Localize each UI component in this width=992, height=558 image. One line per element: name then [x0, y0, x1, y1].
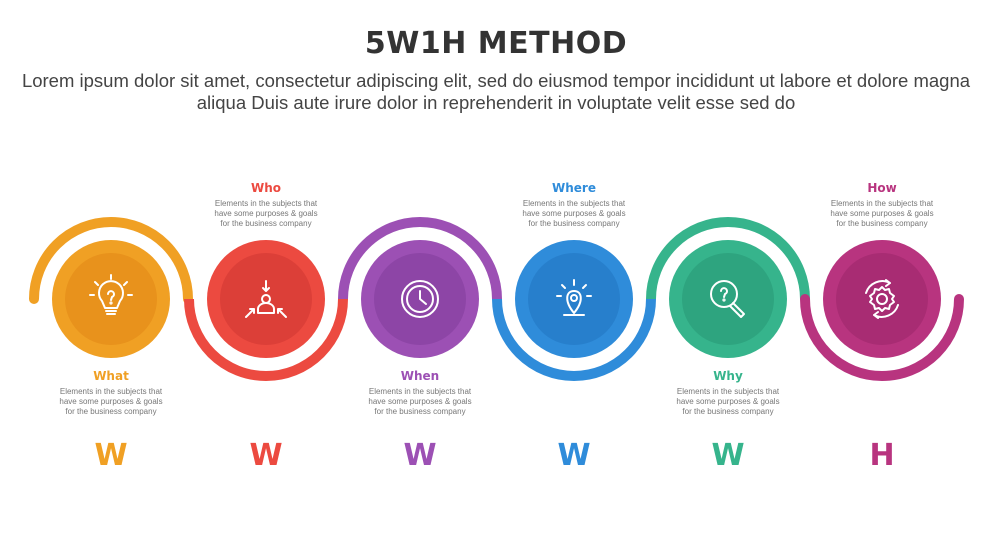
- clock-icon: [401, 280, 439, 318]
- magnifier-question-icon: [710, 280, 745, 318]
- lightbulb-question-icon: [89, 274, 133, 315]
- step-letter: W: [711, 438, 745, 473]
- wave-segment-what: [29, 217, 193, 304]
- step-description: Elements in the subjects that have some …: [522, 199, 626, 228]
- step-title: What: [93, 369, 129, 383]
- step-label-when: When Elements in the subjects that have s…: [350, 369, 490, 417]
- step-label-what: What Elements in the subjects that have s…: [41, 369, 181, 417]
- step-title: Why: [713, 369, 743, 383]
- step-label-where: Where Elements in the subjects that have …: [504, 181, 644, 229]
- step-label-why: Why Elements in the subjects that have so…: [658, 369, 798, 417]
- step-title: How: [867, 181, 897, 195]
- wave-segment-how: [800, 294, 964, 381]
- step-title: Where: [552, 181, 596, 195]
- page-title: 5W1H METHOD: [364, 26, 628, 61]
- location-pin-icon: [556, 279, 592, 316]
- step-label-who: Who Elements in the subjects that have so…: [196, 181, 336, 229]
- step-title: Who: [250, 181, 282, 195]
- step-title: When: [400, 369, 440, 383]
- step-letter: W: [94, 438, 128, 473]
- step-circle-who: [207, 240, 325, 358]
- person-arrows-icon: [245, 280, 287, 318]
- step-circle-why: [669, 240, 787, 358]
- wave-segment-who: [184, 298, 348, 381]
- wave-segment-why: [646, 217, 810, 300]
- step-letter: H: [869, 438, 895, 473]
- step-letter: W: [403, 438, 437, 473]
- step-description: Elements in the subjects that have some …: [676, 387, 780, 416]
- gear-cycle-icon: [865, 279, 899, 319]
- wave-segment-where: [492, 298, 656, 381]
- step-description: Elements in the subjects that have some …: [59, 387, 163, 416]
- step-description: Elements in the subjects that have some …: [214, 199, 318, 228]
- step-letter: W: [249, 438, 283, 473]
- step-circle-how: [823, 240, 941, 358]
- step-label-how: How Elements in the subjects that have so…: [812, 181, 952, 229]
- step-description: Elements in the subjects that have some …: [368, 387, 472, 416]
- step-circle-where: [515, 240, 633, 358]
- step-letter: W: [557, 438, 591, 473]
- step-circle-what: [52, 240, 170, 358]
- step-circle-when: [361, 240, 479, 358]
- step-description: Elements in the subjects that have some …: [830, 199, 934, 228]
- wave-segment-when: [338, 217, 502, 300]
- page-subtitle: Lorem ipsum dolor sit amet, consectetur …: [21, 70, 971, 113]
